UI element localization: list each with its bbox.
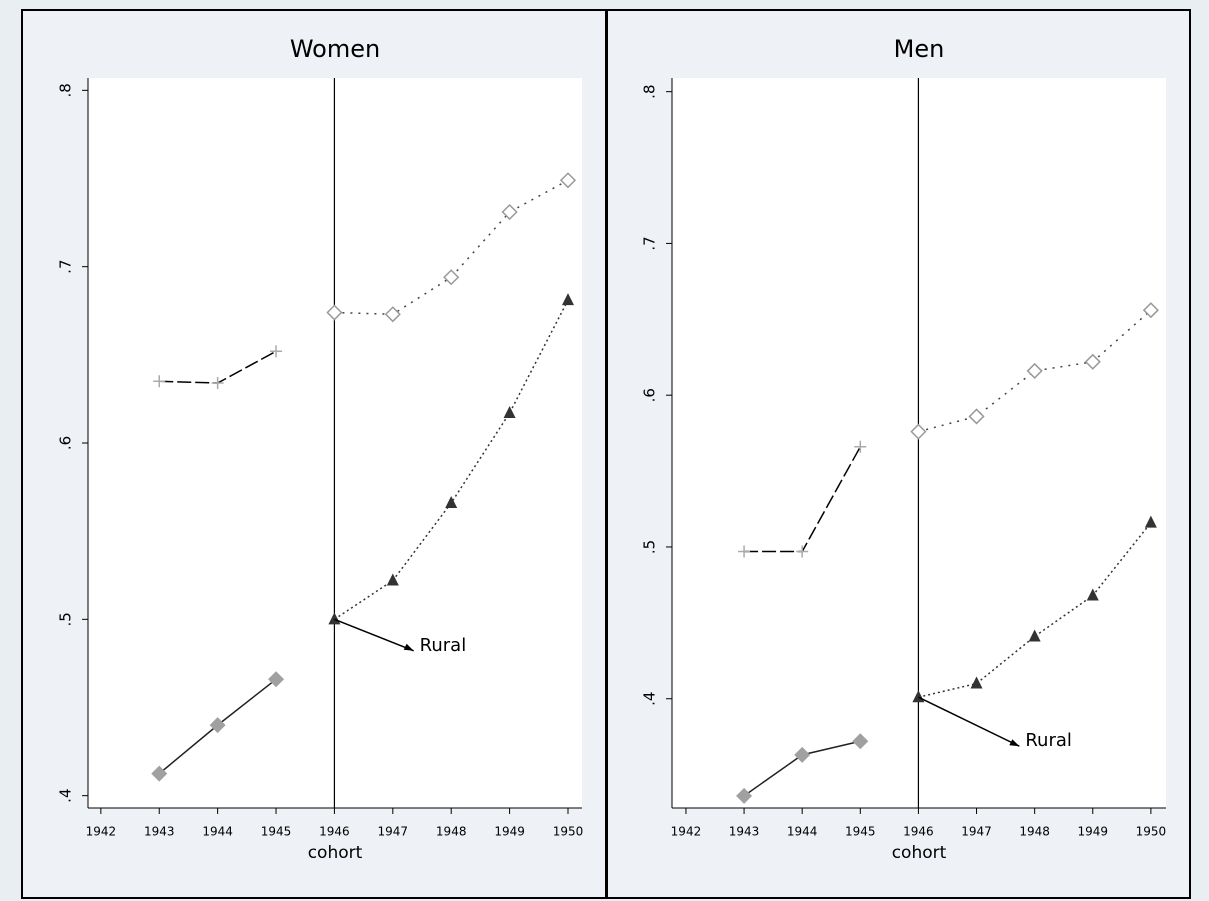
x-tick-label: 1948 <box>1019 825 1050 839</box>
series-line <box>918 309 1152 433</box>
marker <box>1144 515 1157 528</box>
y-tick-label: .4 <box>641 692 659 706</box>
marker <box>326 304 343 321</box>
x-axis-label: cohort <box>308 843 363 863</box>
marker <box>854 440 867 453</box>
marker <box>268 671 285 688</box>
annotation-arrow <box>334 618 414 652</box>
marker <box>852 733 869 750</box>
x-tick-label: 1944 <box>787 825 818 839</box>
marker <box>1086 588 1099 601</box>
marker <box>153 375 166 388</box>
marker <box>738 545 751 558</box>
marker <box>386 573 399 586</box>
y-tick-label: .6 <box>57 436 75 450</box>
marker <box>209 717 226 734</box>
annotation: Rural <box>1025 730 1072 751</box>
marker <box>561 293 574 306</box>
y-tick-label: .5 <box>641 540 659 554</box>
marker <box>559 172 577 189</box>
arrow-head <box>1009 739 1020 747</box>
marker <box>445 495 458 508</box>
y-tick-label: .4 <box>57 789 75 803</box>
x-tick-label: 1950 <box>553 825 584 839</box>
x-tick-label: 1943 <box>144 825 175 839</box>
annotation: Rural <box>420 635 467 656</box>
marker <box>501 203 518 221</box>
marker <box>796 545 809 558</box>
x-tick-label: 1942 <box>86 825 117 839</box>
marker <box>328 612 341 625</box>
marker <box>970 676 983 689</box>
x-tick-label: 1946 <box>903 825 934 839</box>
x-tick-label: 1943 <box>729 825 760 839</box>
y-tick-label: .5 <box>57 612 75 626</box>
arrow-head <box>403 643 414 651</box>
series-line <box>334 299 569 620</box>
chart-title: Men <box>894 35 945 63</box>
marker <box>151 765 168 782</box>
marker <box>384 306 401 323</box>
x-tick-label: 1942 <box>671 825 702 839</box>
x-tick-label: 1949 <box>494 825 525 839</box>
x-tick-label: 1950 <box>1136 825 1167 839</box>
marker <box>968 408 985 425</box>
marker <box>1142 302 1159 319</box>
x-axis-label: cohort <box>892 843 947 863</box>
series-line <box>918 522 1152 698</box>
y-tick-label: .6 <box>641 388 659 402</box>
x-tick-label: 1945 <box>845 825 876 839</box>
x-tick-label: 1949 <box>1077 825 1108 839</box>
marker <box>1026 362 1043 379</box>
x-tick-label: 1947 <box>961 825 992 839</box>
marker <box>910 423 927 440</box>
x-tick-label: 1945 <box>261 825 292 839</box>
x-tick-label: 1946 <box>319 825 350 839</box>
marker <box>443 269 460 286</box>
marker <box>211 377 224 390</box>
marker <box>736 787 753 804</box>
marker <box>1084 353 1101 370</box>
marker <box>503 406 516 419</box>
marker <box>270 345 283 358</box>
chart-title: Women <box>290 35 380 63</box>
annotation-arrow <box>918 696 1020 747</box>
y-tick-label: .8 <box>641 85 659 99</box>
marker <box>1028 629 1041 642</box>
x-tick-label: 1944 <box>202 825 233 839</box>
x-tick-label: 1948 <box>436 825 467 839</box>
y-tick-label: .7 <box>57 260 75 274</box>
x-tick-label: 1947 <box>378 825 409 839</box>
y-tick-label: .7 <box>641 236 659 250</box>
y-tick-label: .8 <box>57 83 75 97</box>
marker <box>794 746 811 763</box>
